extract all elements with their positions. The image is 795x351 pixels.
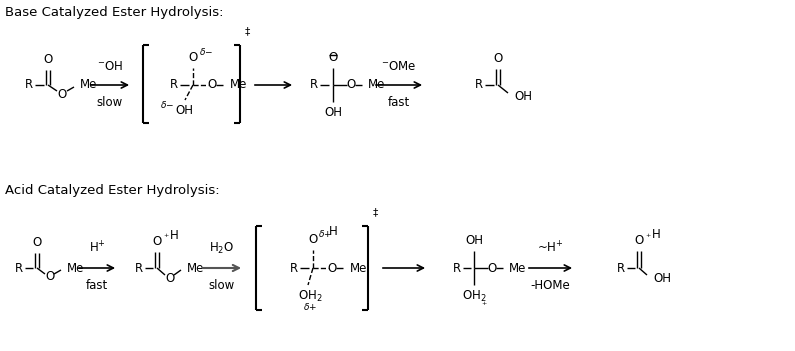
Text: $^{+}$: $^{+}$ — [481, 300, 487, 309]
Text: O: O — [494, 52, 502, 65]
Text: fast: fast — [86, 279, 108, 292]
Text: O: O — [33, 236, 41, 249]
Text: OH: OH — [465, 234, 483, 247]
Text: $^{‡}$: $^{‡}$ — [244, 28, 251, 43]
Text: Me: Me — [67, 261, 84, 274]
Text: R: R — [617, 261, 625, 274]
Text: Me: Me — [230, 79, 247, 92]
Text: H: H — [652, 228, 661, 241]
Text: O: O — [207, 79, 216, 92]
Text: $^{+}$: $^{+}$ — [645, 232, 652, 241]
Text: OH: OH — [324, 106, 342, 119]
Text: R: R — [15, 261, 23, 274]
Text: O: O — [188, 51, 198, 64]
Text: slow: slow — [97, 96, 123, 109]
Text: O: O — [487, 261, 497, 274]
Text: Me: Me — [80, 79, 97, 92]
Text: $^{-}$OH: $^{-}$OH — [97, 60, 123, 73]
Text: slow: slow — [209, 279, 235, 292]
Text: H$^{+}$: H$^{+}$ — [88, 241, 106, 256]
Text: O: O — [45, 271, 55, 284]
Text: Me: Me — [368, 79, 386, 92]
Text: O: O — [57, 87, 67, 100]
Text: Me: Me — [509, 261, 526, 274]
Text: H$_{2}$O: H$_{2}$O — [209, 241, 235, 256]
Text: R: R — [475, 79, 483, 92]
Text: $δ$+: $δ$+ — [318, 228, 332, 239]
Text: R: R — [135, 261, 143, 274]
Text: O: O — [634, 234, 644, 247]
Text: $δ$−: $δ$− — [199, 46, 213, 57]
Text: Acid Catalyzed Ester Hydrolysis:: Acid Catalyzed Ester Hydrolysis: — [5, 184, 219, 197]
Text: O: O — [153, 235, 161, 248]
Text: O: O — [308, 233, 318, 246]
Text: fast: fast — [388, 96, 410, 109]
Text: R: R — [25, 79, 33, 92]
Text: O: O — [347, 79, 355, 92]
Text: $δ$+: $δ$+ — [303, 301, 317, 312]
Text: R: R — [453, 261, 461, 274]
Text: Base Catalyzed Ester Hydrolysis:: Base Catalyzed Ester Hydrolysis: — [5, 6, 223, 19]
Text: H: H — [329, 225, 338, 238]
Text: $^{‡}$: $^{‡}$ — [372, 209, 379, 224]
Text: ~H$^{+}$: ~H$^{+}$ — [537, 241, 564, 256]
Text: R: R — [170, 79, 178, 92]
Text: R: R — [290, 261, 298, 274]
Text: R: R — [310, 79, 318, 92]
Text: O: O — [165, 272, 175, 285]
Text: $^{-}$OMe: $^{-}$OMe — [382, 60, 417, 73]
Text: OH$_{2}$: OH$_{2}$ — [297, 289, 322, 304]
Text: $^{+}$: $^{+}$ — [163, 233, 169, 242]
Text: OH$_{2}$: OH$_{2}$ — [462, 289, 487, 304]
Text: OH: OH — [653, 272, 671, 285]
Text: OH: OH — [175, 104, 193, 117]
Text: H: H — [170, 229, 179, 242]
Text: Me: Me — [350, 261, 367, 274]
Text: O: O — [328, 51, 338, 64]
Text: Me: Me — [187, 261, 204, 274]
Text: -HOMe: -HOMe — [530, 279, 570, 292]
Text: O: O — [44, 53, 52, 66]
Text: OH: OH — [514, 91, 532, 104]
Text: $δ$−: $δ$− — [160, 99, 174, 110]
Text: O: O — [328, 261, 336, 274]
